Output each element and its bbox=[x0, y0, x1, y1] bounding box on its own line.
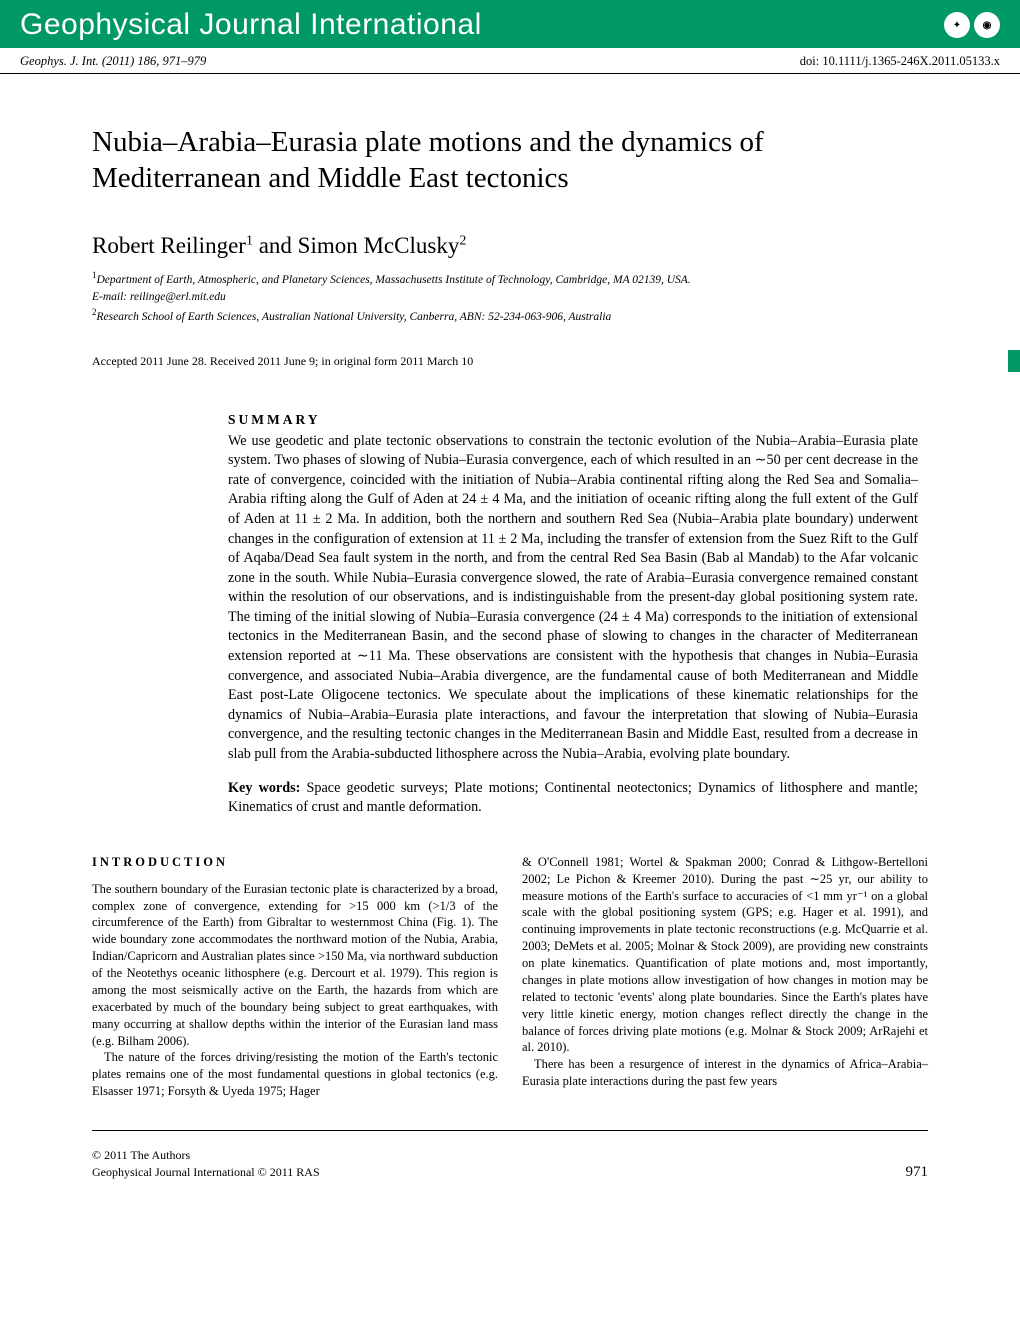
author-name: Simon McClusky bbox=[298, 233, 460, 258]
affiliation-line: 1Department of Earth, Atmospheric, and P… bbox=[92, 269, 928, 289]
summary-section: SUMMARY We use geodetic and plate tecton… bbox=[228, 411, 918, 818]
author-email: E-mail: reilinge@erl.mit.edu bbox=[92, 289, 928, 306]
side-category-box bbox=[1008, 350, 1020, 372]
author-affil-sup: 1 bbox=[246, 233, 253, 248]
keywords-text: Space geodetic surveys; Plate motions; C… bbox=[228, 780, 918, 816]
journal-header: Geophysical Journal International ✦ ◉ bbox=[0, 0, 1020, 48]
affil-text: Research School of Earth Sciences, Austr… bbox=[97, 311, 612, 323]
summary-body: We use geodetic and plate tectonic obser… bbox=[228, 432, 918, 765]
body-paragraph: & O'Connell 1981; Wortel & Spakman 2000;… bbox=[522, 854, 928, 1057]
page-number: 971 bbox=[906, 1164, 929, 1181]
publisher-logo-icon: ✦ bbox=[944, 12, 970, 38]
keywords-label: Key words: bbox=[228, 780, 300, 796]
author-conjunction: and bbox=[253, 233, 298, 258]
page-footer: © 2011 The Authors Geophysical Journal I… bbox=[0, 1137, 1020, 1201]
author-affil-sup: 2 bbox=[459, 233, 466, 248]
keywords-line: Key words: Space geodetic surveys; Plate… bbox=[228, 779, 918, 818]
body-columns: INTRODUCTION The southern boundary of th… bbox=[92, 854, 928, 1100]
citation-bar: Geophys. J. Int. (2011) 186, 971–979 doi… bbox=[0, 48, 1020, 74]
journal-logos: ✦ ◉ bbox=[944, 12, 1000, 38]
footer-rule bbox=[92, 1130, 928, 1131]
article-dates: Accepted 2011 June 28. Received 2011 Jun… bbox=[92, 354, 928, 369]
journal-name: Geophysical Journal International bbox=[20, 8, 482, 42]
doi-text: doi: 10.1111/j.1365-246X.2011.05133.x bbox=[800, 54, 1000, 69]
body-paragraph: There has been a resurgence of interest … bbox=[522, 1056, 928, 1090]
side-category-label: GJI Geodynamics and tectonics bbox=[1008, 350, 1020, 626]
body-paragraph: The southern boundary of the Eurasian te… bbox=[92, 881, 498, 1050]
affiliations: 1Department of Earth, Atmospheric, and P… bbox=[92, 269, 928, 326]
author-list: Robert Reilinger1 and Simon McClusky2 bbox=[92, 233, 928, 259]
society-logo-icon: ◉ bbox=[974, 12, 1000, 38]
copyright-block: © 2011 The Authors Geophysical Journal I… bbox=[92, 1147, 320, 1181]
citation-text: Geophys. J. Int. (2011) 186, 971–979 bbox=[20, 54, 206, 69]
body-paragraph: The nature of the forces driving/resisti… bbox=[92, 1049, 498, 1100]
article-body: Nubia–Arabia–Eurasia plate motions and t… bbox=[0, 74, 1020, 1130]
article-title: Nubia–Arabia–Eurasia plate motions and t… bbox=[92, 124, 928, 197]
author-name: Robert Reilinger bbox=[92, 233, 246, 258]
summary-heading: SUMMARY bbox=[228, 411, 918, 430]
affiliation-line: 2Research School of Earth Sciences, Aust… bbox=[92, 306, 928, 326]
introduction-heading: INTRODUCTION bbox=[92, 854, 498, 871]
copyright-line: Geophysical Journal International © 2011… bbox=[92, 1164, 320, 1181]
left-column: INTRODUCTION The southern boundary of th… bbox=[92, 854, 498, 1100]
copyright-line: © 2011 The Authors bbox=[92, 1147, 320, 1164]
right-column: & O'Connell 1981; Wortel & Spakman 2000;… bbox=[522, 854, 928, 1100]
affil-text: Department of Earth, Atmospheric, and Pl… bbox=[97, 273, 691, 285]
